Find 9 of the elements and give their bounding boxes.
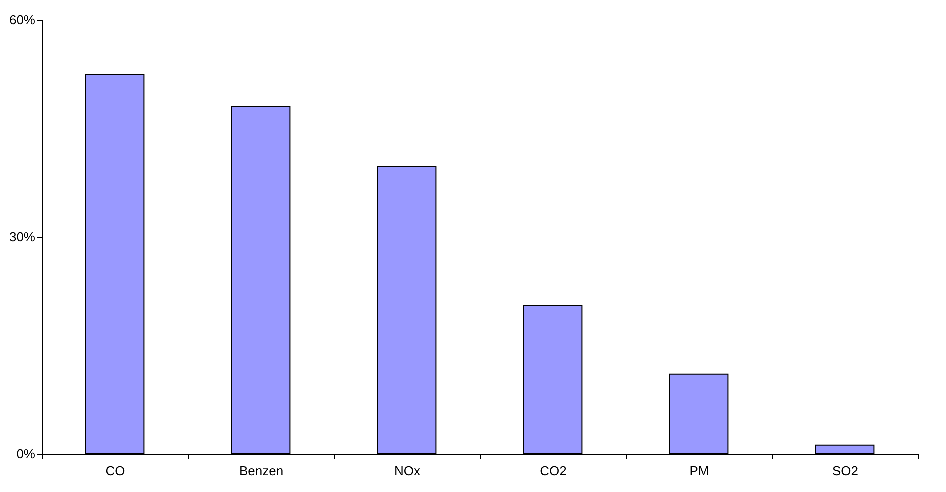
x-tick-label: Benzen <box>239 464 284 478</box>
y-tick-label: 60% <box>9 12 36 28</box>
x-tick-label: NOx <box>394 464 421 478</box>
x-tick-label: PM <box>690 464 710 478</box>
x-tick-label: SO2 <box>832 464 859 478</box>
y-tick-label: 30% <box>9 230 36 244</box>
y-tick-label: 0% <box>16 446 36 462</box>
x-tick-label: CO <box>106 464 126 478</box>
x-tick-label: CO2 <box>540 464 567 478</box>
